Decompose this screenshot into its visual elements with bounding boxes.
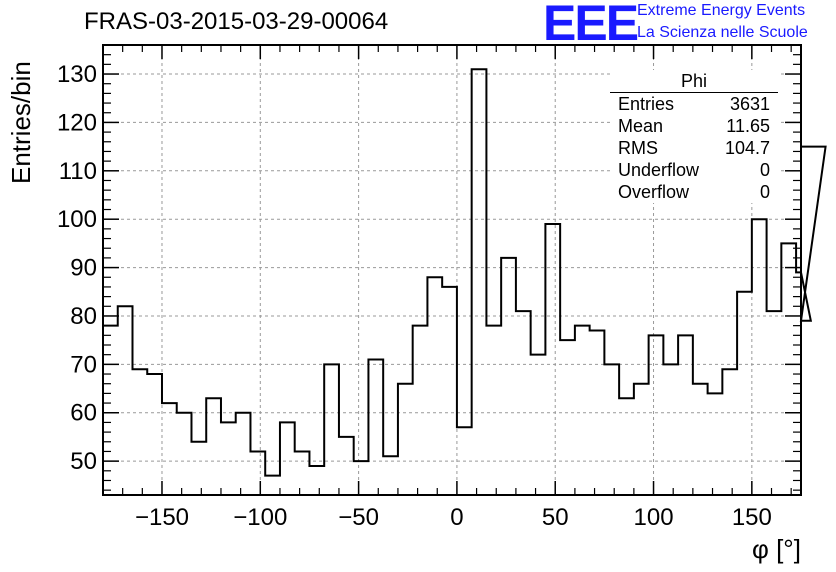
y-tick-label: 100 (57, 206, 97, 233)
x-tick-label: 100 (634, 504, 674, 531)
stats-row-entries: Entries 3631 (610, 93, 778, 115)
stats-value: 3631 (729, 94, 770, 114)
stats-value: 0 (759, 160, 770, 180)
stats-row-underflow: Underflow 0 (610, 159, 778, 181)
y-tick-label: 70 (70, 351, 97, 378)
axis-ticks (103, 45, 801, 495)
y-tick-label: 130 (57, 61, 97, 88)
stats-label: Mean (618, 116, 664, 136)
y-tick-label: 120 (57, 109, 97, 136)
stats-box: Phi Entries 3631 Mean 11.65 RMS 104.7 Un… (610, 70, 778, 203)
y-tick-label: 60 (70, 400, 97, 427)
y-tick-label: 50 (70, 448, 97, 475)
x-tick-label: 0 (450, 504, 463, 531)
stats-label: RMS (618, 138, 658, 158)
x-axis-label: φ [°] (752, 534, 801, 564)
tick-labels: −150 −100 −50 0 50 100 150 50 60 70 80 90 100 110 120 1… (57, 61, 772, 531)
stats-value: 11.65 (726, 116, 770, 136)
histogram-step-line (103, 68, 827, 477)
x-tick-label: −150 (135, 504, 189, 531)
stats-label: Underflow (618, 160, 700, 180)
y-tick-label: 90 (70, 255, 97, 282)
stats-label: Overflow (618, 182, 690, 202)
stats-title: Phi (610, 70, 778, 93)
eee-logo: EEE (543, 0, 639, 51)
x-tick-label: 50 (542, 504, 569, 531)
logo-subtitle-2: La Scienza nelle Scuole (637, 24, 808, 41)
stats-value: 104.7 (724, 138, 770, 158)
x-tick-label: 150 (732, 504, 772, 531)
x-tick-label: −100 (233, 504, 287, 531)
logo-subtitle-1: Extreme Energy Events (637, 2, 806, 19)
stats-row-rms: RMS 104.7 (610, 137, 778, 159)
chart-title: FRAS-03-2015-03-29-00064 (84, 8, 389, 35)
stats-value: 0 (759, 182, 770, 202)
y-axis-label: Entries/bin (6, 61, 36, 184)
y-tick-label: 80 (70, 303, 97, 330)
stats-label: Entries (618, 94, 675, 114)
stats-row-overflow: Overflow 0 (610, 181, 778, 203)
x-tick-label: −50 (338, 504, 379, 531)
stats-row-mean: Mean 11.65 (610, 115, 778, 137)
plot-frame (102, 44, 802, 496)
y-tick-label: 110 (59, 158, 97, 185)
